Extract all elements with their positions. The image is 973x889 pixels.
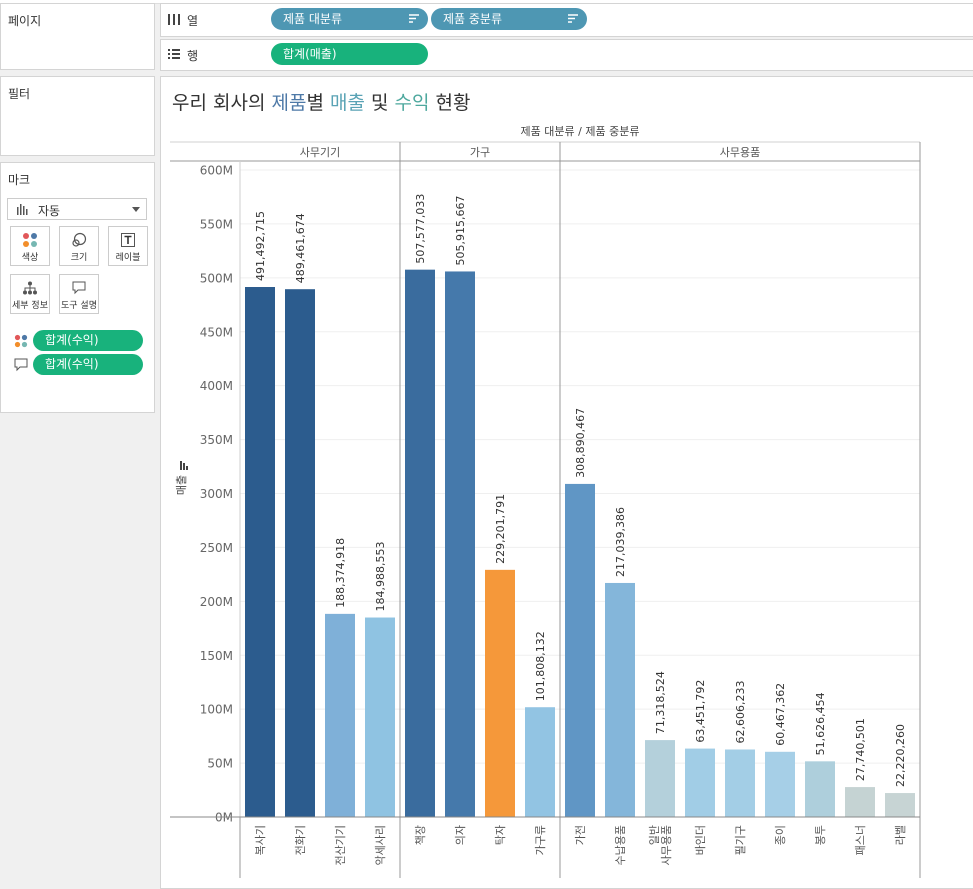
tooltip-button[interactable]: 도구 설명 — [59, 274, 99, 314]
title-part-product: 제품 — [271, 92, 307, 114]
title-part-1: 우리 회사의 — [172, 92, 272, 114]
column-pill-category[interactable]: 제품 대분류 — [271, 8, 428, 30]
filters-shelf[interactable]: 필터 — [0, 76, 155, 156]
rows-label: 행 — [187, 49, 199, 63]
filters-label: 필터 — [8, 87, 31, 101]
detail-button[interactable]: 세부 정보 — [10, 274, 50, 314]
view-card: 우리 회사의 제품별 매출 및 수익 현황 — [160, 76, 973, 889]
sheet-title: 우리 회사의 제품별 매출 및 수익 현황 — [172, 88, 470, 115]
columns-shelf[interactable]: 열 제품 대분류 제품 중분류 — [160, 3, 973, 37]
title-part-sales: 매출 — [329, 92, 365, 114]
title-part-profit: 수익 — [394, 92, 430, 114]
title-part-7: 현황 — [429, 92, 471, 114]
chevron-down-icon — [132, 207, 140, 212]
columns-icon — [168, 14, 180, 25]
marks-card: 마크 자동 색상 크기 레이블 — [0, 162, 155, 413]
sort-descending-icon — [409, 14, 419, 23]
rows-shelf[interactable]: 행 합계(매출) — [160, 39, 973, 71]
speech-bubble-icon — [72, 281, 86, 295]
label-button[interactable]: 레이블 — [108, 226, 148, 266]
column-pill-category-label: 제품 대분류 — [283, 12, 343, 26]
pages-shelf[interactable]: 페이지 — [0, 3, 155, 70]
column-pill-subcategory[interactable]: 제품 중분류 — [431, 8, 587, 30]
label-button-label: 레이블 — [115, 253, 141, 263]
size-button-label: 크기 — [70, 253, 88, 263]
marks-label: 마크 — [8, 173, 31, 187]
color-dots-icon — [23, 233, 37, 247]
color-button-label: 색상 — [21, 253, 39, 263]
column-pill-subcategory-label: 제품 중분류 — [443, 12, 503, 26]
mark-type-dropdown[interactable]: 자동 — [7, 198, 147, 220]
speech-bubble-icon — [14, 358, 28, 372]
pages-label: 페이지 — [8, 14, 42, 28]
color-button[interactable]: 색상 — [10, 226, 50, 266]
color-dots-icon — [14, 334, 28, 348]
tooltip-button-label: 도구 설명 — [61, 301, 97, 311]
row-pill-sales[interactable]: 합계(매출) — [271, 43, 428, 65]
title-part-5: 및 — [364, 92, 395, 114]
hierarchy-icon — [23, 281, 37, 295]
size-circles-icon — [72, 232, 87, 247]
columns-label: 열 — [187, 14, 199, 28]
size-button[interactable]: 크기 — [59, 226, 99, 266]
sort-descending-icon — [568, 14, 578, 23]
text-label-icon — [121, 233, 135, 247]
color-profit-pill[interactable]: 합계(수익) — [33, 330, 143, 351]
detail-button-label: 세부 정보 — [12, 301, 48, 311]
title-part-3: 별 — [306, 92, 330, 114]
rows-icon — [168, 49, 180, 59]
mark-type-label: 자동 — [38, 204, 61, 218]
bar-chart-icon — [17, 204, 28, 215]
tooltip-profit-pill[interactable]: 합계(수익) — [33, 354, 143, 375]
